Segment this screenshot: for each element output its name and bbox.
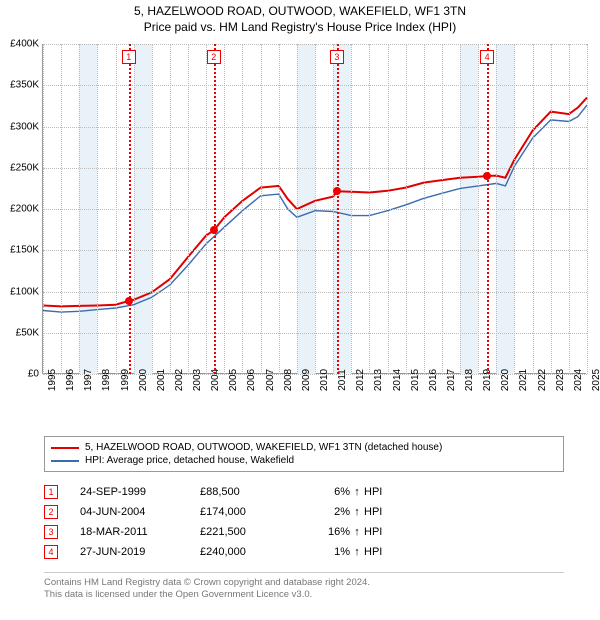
x-axis-label: 2005 — [228, 369, 239, 391]
x-axis-label: 2024 — [573, 369, 584, 391]
chart-container: 5, HAZELWOOD ROAD, OUTWOOD, WAKEFIELD, W… — [0, 0, 600, 620]
x-axis-label: 2018 — [464, 369, 475, 391]
x-axis-label: 1998 — [101, 369, 112, 391]
marker-box: 2 — [207, 50, 221, 64]
footer: Contains HM Land Registry data © Crown c… — [44, 572, 564, 602]
sale-date: 18-MAR-2011 — [80, 526, 200, 538]
x-axis-label: 2013 — [373, 369, 384, 391]
sale-price: £174,000 — [200, 506, 300, 518]
chart-area: £0£50K£100K£150K£200K£250K£300K£350K£400… — [42, 44, 586, 404]
y-axis-label: £50K — [1, 327, 39, 338]
marker-line — [129, 44, 131, 374]
legend-swatch — [51, 447, 79, 449]
y-axis-label: £400K — [1, 39, 39, 50]
y-axis-label: £150K — [1, 245, 39, 256]
x-axis-label: 2001 — [156, 369, 167, 391]
sale-date: 24-SEP-1999 — [80, 486, 200, 498]
x-axis-label: 2017 — [446, 369, 457, 391]
sale-price: £240,000 — [200, 546, 300, 558]
y-axis-label: £200K — [1, 204, 39, 215]
sale-index-box: 3 — [44, 525, 58, 539]
sale-dot — [333, 187, 341, 195]
title-block: 5, HAZELWOOD ROAD, OUTWOOD, WAKEFIELD, W… — [0, 0, 600, 36]
x-axis-label: 2006 — [246, 369, 257, 391]
legend: 5, HAZELWOOD ROAD, OUTWOOD, WAKEFIELD, W… — [44, 436, 564, 472]
marker-line — [214, 44, 216, 374]
footer-line: Contains HM Land Registry data © Crown c… — [44, 577, 564, 589]
sale-hpi-label: HPI — [364, 486, 404, 498]
marker-line — [487, 44, 489, 374]
x-axis-label: 2009 — [301, 369, 312, 391]
sale-hpi-label: HPI — [364, 526, 404, 538]
sale-hpi-label: HPI — [364, 506, 404, 518]
sale-date: 27-JUN-2019 — [80, 546, 200, 558]
sale-dot — [483, 172, 491, 180]
sales-table: 124-SEP-1999£88,5006%↑HPI204-JUN-2004£17… — [44, 482, 600, 562]
legend-swatch — [51, 460, 79, 462]
legend-item: 5, HAZELWOOD ROAD, OUTWOOD, WAKEFIELD, W… — [51, 441, 557, 454]
x-axis-label: 2000 — [138, 369, 149, 391]
sale-pct: 16% — [300, 526, 350, 538]
x-axis-label: 2012 — [355, 369, 366, 391]
title-address: 5, HAZELWOOD ROAD, OUTWOOD, WAKEFIELD, W… — [0, 4, 600, 18]
sale-price: £88,500 — [200, 486, 300, 498]
x-axis-label: 1995 — [47, 369, 58, 391]
title-subtitle: Price paid vs. HM Land Registry's House … — [0, 20, 600, 34]
sale-dot — [125, 297, 133, 305]
arrow-up-icon: ↑ — [350, 546, 364, 558]
y-axis-label: £0 — [1, 369, 39, 380]
legend-item: HPI: Average price, detached house, Wake… — [51, 454, 557, 467]
sale-index-box: 2 — [44, 505, 58, 519]
y-axis-label: £350K — [1, 80, 39, 91]
arrow-up-icon: ↑ — [350, 506, 364, 518]
sale-row: 4 27-JUN-2019£240,0001%↑HPI — [44, 542, 600, 562]
sale-row: 3 18-MAR-2011£221,50016%↑HPI — [44, 522, 600, 542]
marker-box: 4 — [480, 50, 494, 64]
sale-pct: 6% — [300, 486, 350, 498]
y-axis-label: £300K — [1, 121, 39, 132]
sale-date: 04-JUN-2004 — [80, 506, 200, 518]
legend-label: HPI: Average price, detached house, Wake… — [85, 455, 294, 466]
marker-line — [337, 44, 339, 374]
x-axis-label: 2002 — [174, 369, 185, 391]
x-axis-label: 2014 — [392, 369, 403, 391]
x-axis-label: 2015 — [410, 369, 421, 391]
arrow-up-icon: ↑ — [350, 526, 364, 538]
x-axis-label: 2007 — [265, 369, 276, 391]
sale-index-box: 1 — [44, 485, 58, 499]
sale-hpi-label: HPI — [364, 546, 404, 558]
sale-row: 1 24-SEP-1999£88,5006%↑HPI — [44, 482, 600, 502]
sale-row: 2 04-JUN-2004£174,0002%↑HPI — [44, 502, 600, 522]
arrow-up-icon: ↑ — [350, 486, 364, 498]
marker-box: 3 — [330, 50, 344, 64]
sale-dot — [210, 226, 218, 234]
marker-box: 1 — [122, 50, 136, 64]
x-axis-label: 2016 — [428, 369, 439, 391]
x-axis-label: 2023 — [555, 369, 566, 391]
y-axis-label: £250K — [1, 162, 39, 173]
x-axis-label: 2008 — [283, 369, 294, 391]
x-axis-label: 2021 — [518, 369, 529, 391]
x-axis-label: 2025 — [591, 369, 600, 391]
y-axis-label: £100K — [1, 286, 39, 297]
x-axis-label: 2022 — [537, 369, 548, 391]
sale-price: £221,500 — [200, 526, 300, 538]
x-axis-label: 1997 — [83, 369, 94, 391]
plot-area: £0£50K£100K£150K£200K£250K£300K£350K£400… — [42, 44, 586, 374]
sale-pct: 2% — [300, 506, 350, 518]
footer-line: This data is licensed under the Open Gov… — [44, 589, 564, 601]
legend-label: 5, HAZELWOOD ROAD, OUTWOOD, WAKEFIELD, W… — [85, 442, 442, 453]
x-axis-label: 2003 — [192, 369, 203, 391]
x-axis-label: 2010 — [319, 369, 330, 391]
sale-pct: 1% — [300, 546, 350, 558]
x-axis-label: 2020 — [500, 369, 511, 391]
sale-index-box: 4 — [44, 545, 58, 559]
x-axis-label: 1996 — [65, 369, 76, 391]
